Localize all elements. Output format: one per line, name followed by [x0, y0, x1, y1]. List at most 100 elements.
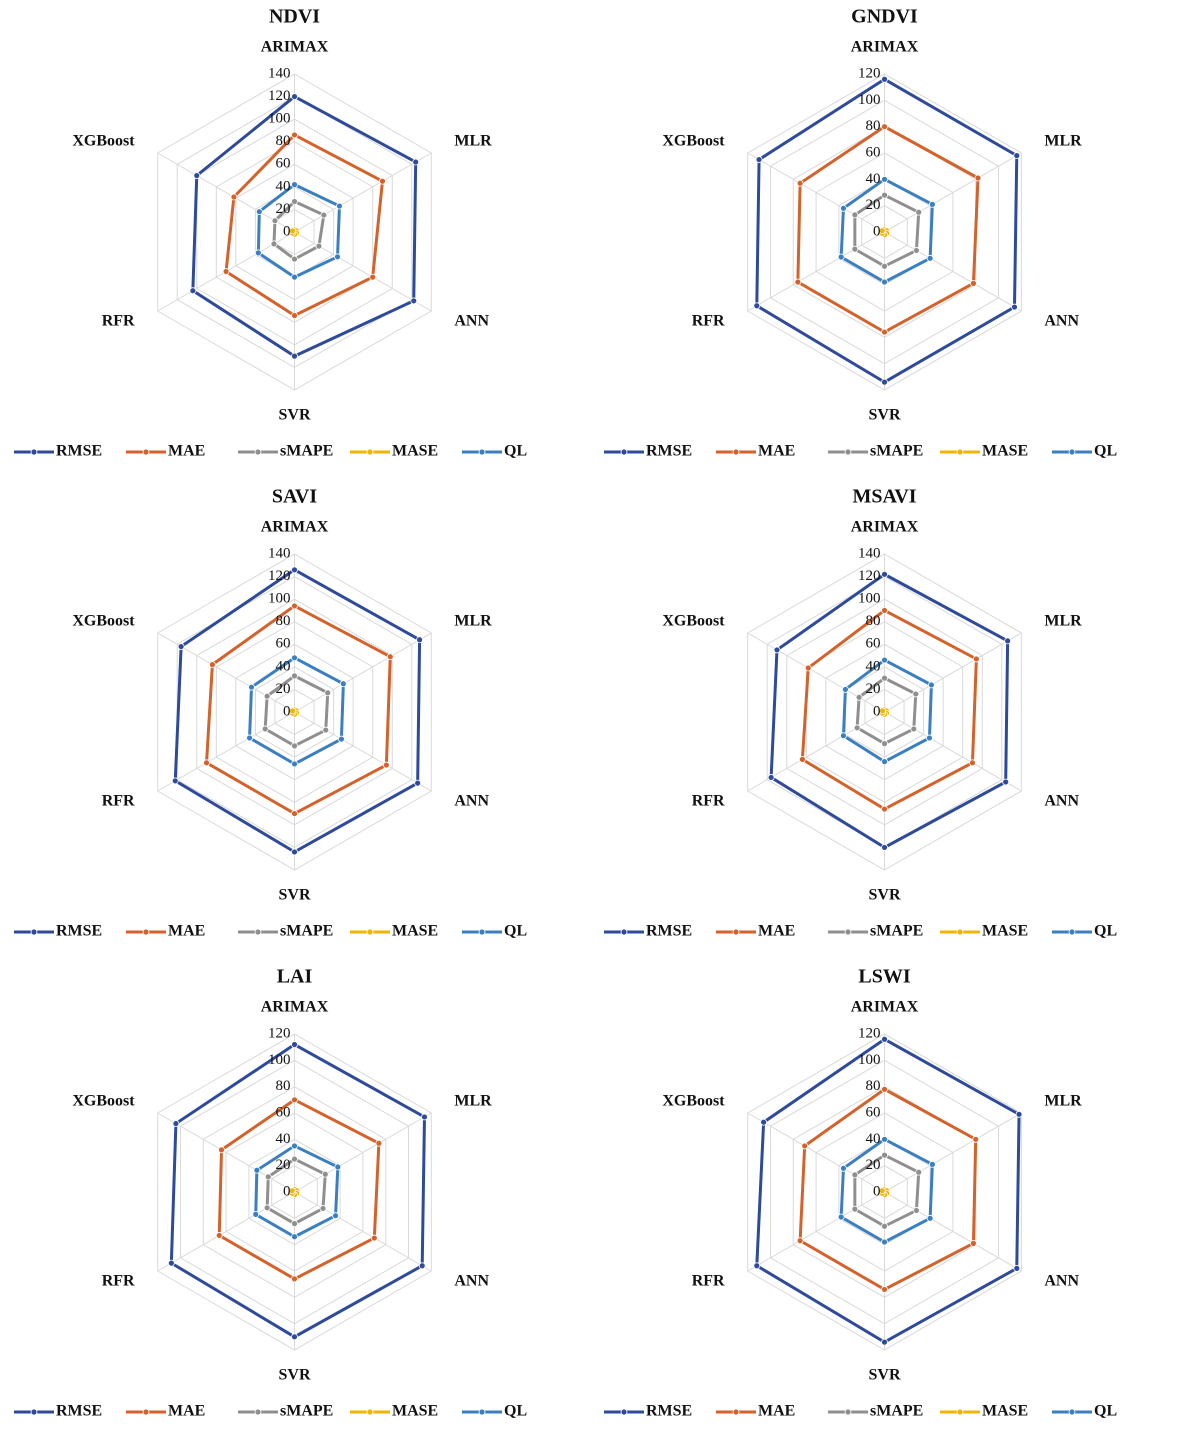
- series-point: [970, 1239, 977, 1247]
- spoke: [747, 632, 885, 713]
- legend-marker: [254, 448, 262, 456]
- series-point: [915, 208, 923, 216]
- axis-label: XGBoost: [662, 133, 725, 150]
- series-point: [203, 759, 210, 767]
- series-point: [291, 255, 298, 263]
- series-point: [881, 1286, 888, 1293]
- tick-label: 120: [858, 1025, 881, 1041]
- series-point: [289, 707, 296, 715]
- tick-label: 20: [276, 681, 291, 697]
- series-point: [291, 1155, 298, 1163]
- series-point: [386, 653, 394, 661]
- series-point: [881, 805, 888, 813]
- series-point: [840, 732, 847, 740]
- tick-label: 100: [268, 1052, 291, 1068]
- legend-label: RMSE: [56, 443, 102, 460]
- series-point: [878, 227, 886, 235]
- series-point: [972, 655, 980, 663]
- legend-marker: [1068, 1408, 1076, 1416]
- tick-label: 40: [866, 1131, 881, 1147]
- legend-marker: [732, 1408, 740, 1416]
- tick-label: 40: [276, 178, 291, 194]
- legend-marker: [956, 928, 964, 936]
- series-point: [222, 268, 230, 275]
- series-point: [291, 848, 298, 856]
- radar-panel: MSAVI ARIMAX MLR ANN SVR RFR XGBoost 0 20 40 60 80 1…: [604, 486, 1117, 940]
- series-point: [291, 742, 298, 750]
- tick-label: 60: [866, 144, 881, 160]
- legend-marker: [732, 448, 740, 456]
- tick-label: 80: [276, 613, 291, 629]
- series-point: [288, 1187, 296, 1195]
- tick-label: 60: [276, 1104, 291, 1120]
- series-point: [291, 602, 298, 610]
- tick-label: 140: [268, 65, 291, 81]
- legend-label: MASE: [982, 923, 1028, 940]
- series-point: [915, 1168, 923, 1176]
- legend-label: sMAPE: [870, 443, 923, 460]
- spoke: [884, 152, 1022, 233]
- legend-label: RMSE: [646, 923, 692, 940]
- series-point: [928, 1160, 936, 1168]
- series-point: [851, 211, 859, 219]
- series-point: [767, 774, 775, 781]
- series-point: [881, 262, 888, 270]
- axis-label: RFR: [692, 1273, 725, 1290]
- series-point: [218, 1146, 225, 1154]
- spoke: [884, 231, 1022, 312]
- chart-title: LSWI: [858, 966, 910, 988]
- spoke: [294, 711, 432, 792]
- series-point: [291, 131, 298, 139]
- tick-label: 40: [866, 171, 881, 187]
- series-point: [851, 1205, 859, 1213]
- series-point: [878, 1187, 886, 1195]
- series-point: [773, 646, 781, 654]
- tick-label: 80: [866, 1078, 881, 1094]
- tick-label: 100: [858, 1052, 881, 1068]
- series-point: [881, 1238, 888, 1246]
- series-point: [881, 278, 888, 286]
- series-point: [375, 1139, 383, 1147]
- axis-label: MLR: [454, 1093, 492, 1110]
- series-point: [1013, 152, 1021, 160]
- legend-label: RMSE: [646, 1403, 692, 1420]
- spoke: [157, 1191, 295, 1272]
- axis-label: XGBoost: [72, 613, 135, 630]
- axis-label: XGBoost: [72, 1093, 135, 1110]
- series-point: [291, 1333, 298, 1341]
- tick-label: 100: [858, 591, 881, 607]
- series-point: [794, 278, 802, 286]
- series-point: [796, 179, 804, 187]
- series-point: [799, 756, 806, 763]
- series-point: [193, 172, 201, 179]
- series-point: [291, 181, 298, 189]
- series-point: [881, 175, 888, 183]
- legend-label: MAE: [168, 923, 205, 940]
- axis-label: ANN: [454, 793, 489, 810]
- tick-label: 60: [866, 1104, 881, 1120]
- axis-label: MLR: [454, 133, 492, 150]
- series-line: [224, 133, 385, 318]
- series-point: [253, 1166, 261, 1174]
- legend-marker: [366, 928, 374, 936]
- series-point: [881, 1151, 888, 1159]
- axis-label: ANN: [454, 313, 489, 330]
- axis-label: ARIMAX: [261, 39, 329, 56]
- spoke: [294, 1191, 432, 1272]
- series-point: [167, 1259, 175, 1267]
- axis-label: RFR: [692, 793, 725, 810]
- series-point: [291, 672, 298, 680]
- series-point: [881, 656, 888, 664]
- axis-label: ANN: [1044, 1273, 1079, 1290]
- tick-label: 60: [866, 636, 881, 652]
- series-point: [291, 93, 298, 100]
- legend-marker: [478, 928, 486, 936]
- series-point: [1015, 1110, 1023, 1118]
- legend-label: QL: [504, 923, 527, 940]
- axis-label: ANN: [1044, 793, 1079, 810]
- series-point: [881, 328, 888, 336]
- series-point: [319, 1205, 327, 1212]
- axis-label: SVR: [868, 407, 900, 424]
- chart-title: MSAVI: [852, 486, 916, 508]
